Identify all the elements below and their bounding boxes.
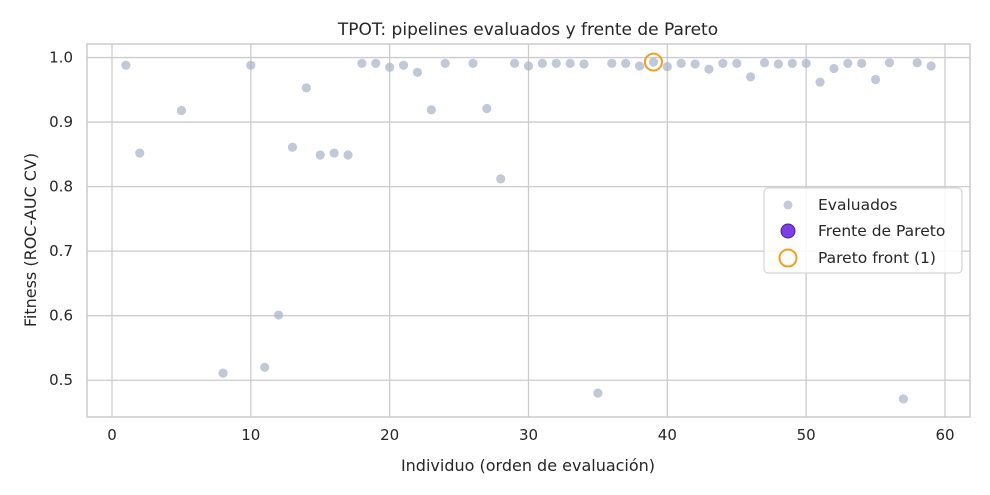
evaluated-point [412, 67, 423, 77]
evaluated-point [468, 58, 478, 68]
evaluated-point [246, 60, 256, 70]
evaluated-point [759, 58, 770, 68]
evaluated-point [273, 310, 284, 320]
plot-frame [86, 43, 971, 418]
legend-marker-evaluated [783, 200, 793, 210]
evaluated-point [662, 61, 672, 72]
evaluated-point [801, 58, 811, 68]
x-tick-label: 60 [935, 426, 954, 444]
evaluated-point [746, 72, 756, 82]
y-tick-label: 1.0 [49, 49, 73, 67]
x-tick-label: 30 [519, 426, 538, 444]
legend-label-highlight: Pareto front (1) [818, 249, 936, 267]
evaluated-point [371, 58, 381, 68]
evaluated-point [565, 58, 575, 68]
y-tick-label: 0.9 [49, 113, 73, 131]
evaluated-point [621, 58, 631, 68]
y-axis-label: Fitness (ROC-AUC CV) [21, 153, 40, 327]
evaluated-point [482, 103, 492, 114]
evaluated-point [301, 83, 311, 93]
evaluated-point [121, 60, 131, 70]
evaluated-point [398, 60, 409, 70]
legend-label-pareto: Frente de Pareto [818, 222, 945, 240]
y-tick-label: 0.6 [49, 307, 73, 325]
legend-marker-pareto [780, 223, 796, 239]
tick-labels: 0 10 20 30 40 50 60 0.5 0.6 0.7 0.8 0.9 1.0 [49, 49, 954, 444]
legend-box [763, 187, 963, 274]
evaluated-point [690, 59, 700, 69]
evaluated-point [912, 58, 922, 68]
evaluated-point [898, 394, 908, 404]
evaluated-point [718, 58, 728, 68]
evaluated-point [676, 58, 686, 68]
chart-title: TPOT: pipelines evaluados y frente de Pa… [337, 20, 718, 40]
evaluated-point [829, 63, 839, 74]
evaluated-point [426, 105, 436, 115]
y-tick-label: 0.5 [49, 371, 73, 389]
evaluated-point [926, 61, 936, 71]
evaluated-point [176, 105, 187, 116]
evaluated-point [218, 368, 228, 378]
evaluated-point [440, 58, 450, 68]
legend: Evaluados Frente de Pareto Pareto front … [763, 187, 963, 274]
evaluated-point [579, 59, 589, 69]
evaluated-point [329, 148, 339, 158]
y-tick-label: 0.7 [49, 242, 73, 260]
evaluated-point [843, 58, 853, 68]
evaluated-point [857, 58, 867, 68]
evaluated-point [287, 142, 298, 152]
x-tick-label: 0 [107, 426, 117, 444]
x-axis-label: Individuo (orden de evaluación) [401, 456, 655, 475]
evaluated-point [343, 150, 353, 160]
evaluated-point [648, 57, 659, 67]
evaluated-point [607, 58, 617, 68]
x-tick-label: 50 [797, 426, 816, 444]
evaluated-point [315, 150, 325, 160]
evaluated-point [537, 58, 547, 68]
evaluated-point [773, 59, 784, 69]
legend-label-evaluated: Evaluados [818, 196, 898, 214]
legend-marker-highlight [778, 248, 798, 268]
evaluated-point [357, 58, 367, 68]
evaluated-point [385, 62, 395, 72]
evaluated-point [787, 58, 797, 68]
evaluated-point [634, 61, 645, 71]
evaluated-point [593, 388, 603, 398]
x-tick-label: 40 [658, 426, 677, 444]
pareto-front-highlight [643, 52, 663, 72]
evaluated-point [523, 61, 534, 71]
evaluated-point [510, 58, 520, 68]
evaluated-point [870, 74, 881, 85]
evaluated-point [815, 77, 825, 87]
x-tick-label: 10 [241, 426, 260, 444]
evaluated-point [704, 64, 714, 74]
data-points [121, 52, 936, 404]
x-tick-label: 20 [380, 426, 399, 444]
evaluated-point [551, 58, 561, 68]
y-tick-label: 0.8 [49, 178, 73, 196]
evaluated-point [135, 148, 145, 158]
evaluated-point [260, 362, 270, 372]
evaluated-point [496, 174, 506, 184]
evaluated-point [732, 58, 742, 68]
evaluated-point [884, 58, 895, 68]
